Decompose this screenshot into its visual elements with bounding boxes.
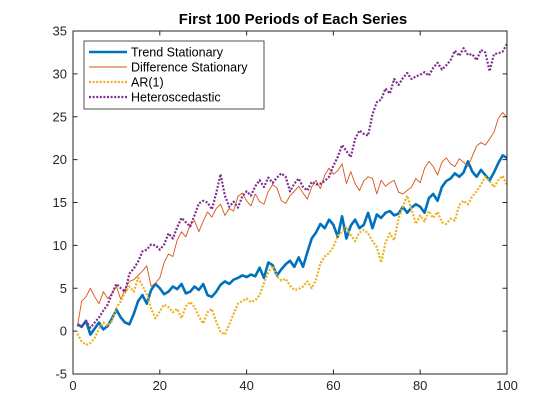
y-tick-label: 30 <box>53 66 67 81</box>
x-tick-label: 20 <box>153 378 167 393</box>
y-tick-label: 10 <box>53 238 67 253</box>
series-line-3 <box>76 43 508 329</box>
y-tick-label: 5 <box>60 281 67 296</box>
y-tick-label: -5 <box>55 367 67 382</box>
y-tick-label: 35 <box>53 24 67 39</box>
x-tick-label: 60 <box>326 378 340 393</box>
y-tick-label: 20 <box>53 152 67 167</box>
legend-label-1: Difference Stationary <box>131 61 248 75</box>
chart-title: First 100 Periods of Each Series <box>179 11 407 28</box>
legend-label-0: Trend Stationary <box>131 46 224 60</box>
y-tick-label: 0 <box>60 324 67 339</box>
y-tick-label: 25 <box>53 109 67 124</box>
x-tick-label: 0 <box>69 378 76 393</box>
x-tick-label: 40 <box>239 378 253 393</box>
series-line-0 <box>76 154 508 336</box>
series-layer <box>76 43 508 346</box>
x-tick-label: 100 <box>496 378 518 393</box>
legend-label-3: Heteroscedastic <box>131 91 221 105</box>
series-line-2 <box>76 174 508 346</box>
legend-label-2: AR(1) <box>131 76 164 90</box>
x-tick-label: 80 <box>413 378 427 393</box>
y-tick-label: 15 <box>53 195 67 210</box>
series-line-1 <box>76 112 508 327</box>
